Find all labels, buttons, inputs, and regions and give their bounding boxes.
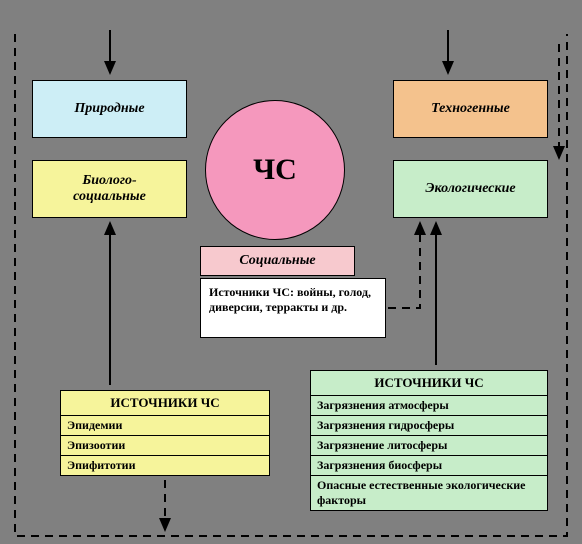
sources-eco: ИСТОЧНИКИ ЧСЗагрязнения атмосферыЗагрязн… <box>310 370 548 511</box>
sources-eco-row: Опасные естественные экологические факто… <box>311 475 547 510</box>
sources-biosoc: ИСТОЧНИКИ ЧСЭпидемииЭпизоотииЭпифитотии <box>60 390 270 476</box>
sources-biosoc-row: Эпифитотии <box>61 455 269 475</box>
sources-biosoc-title: ИСТОЧНИКИ ЧС <box>61 391 269 415</box>
sources-eco-row: Загрязнения биосферы <box>311 455 547 475</box>
note-sources-social: Источники ЧС: войны, голод, диверсии, те… <box>200 278 386 338</box>
node-social: Социальные <box>200 246 355 276</box>
sources-biosoc-row: Эпизоотии <box>61 435 269 455</box>
sources-eco-row: Загрязнение литосферы <box>311 435 547 455</box>
node-biosoc: Биолого- социальные <box>32 160 187 218</box>
node-techno: Техногенные <box>393 80 548 138</box>
sources-eco-title: ИСТОЧНИКИ ЧС <box>311 371 547 395</box>
node-eco: Экологические <box>393 160 548 218</box>
sources-eco-row: Загрязнения гидросферы <box>311 415 547 435</box>
sources-eco-row: Загрязнения атмосферы <box>311 395 547 415</box>
sources-biosoc-row: Эпидемии <box>61 415 269 435</box>
node-nature: Природные <box>32 80 187 138</box>
center-circle: ЧС <box>205 100 345 240</box>
diagram-canvas: Природные Техногенные Биолого- социальные Э… <box>0 0 582 544</box>
